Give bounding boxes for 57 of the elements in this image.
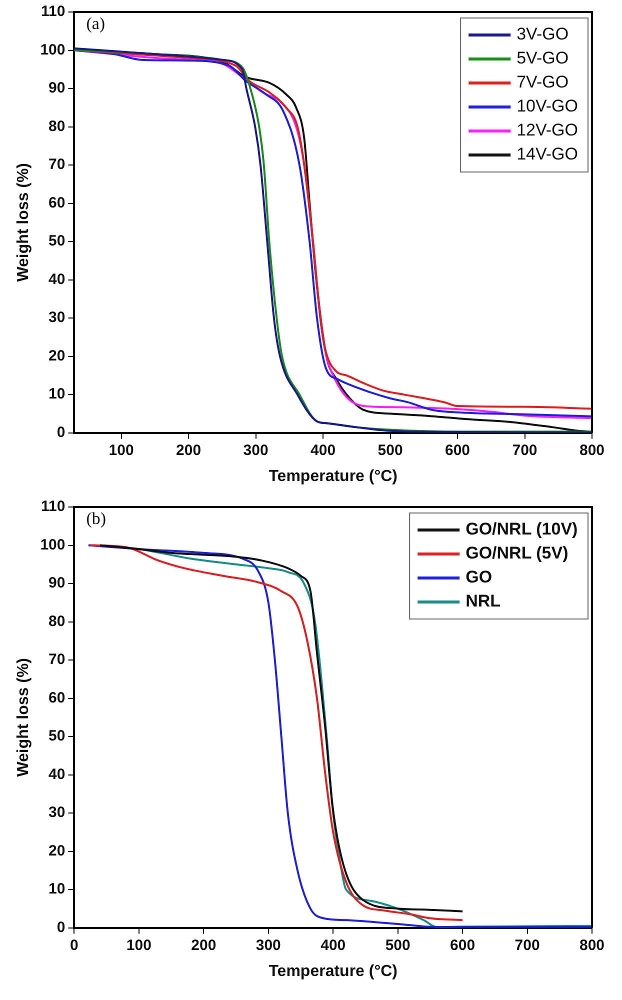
y-tick-label: 100 [40, 41, 66, 58]
y-tick-label: 70 [48, 156, 66, 174]
x-axis-title: Temperature (°C) [268, 962, 398, 980]
y-tick-label: 60 [48, 689, 66, 706]
annotation: (b) [86, 508, 106, 528]
y-tick-label: 30 [48, 804, 66, 822]
x-tick-label: 500 [378, 442, 403, 459]
y-tick-label: 0 [56, 424, 66, 441]
x-tick-label: 100 [108, 442, 134, 459]
x-tick-label: 800 [579, 442, 605, 459]
x-tick-label: 100 [126, 936, 152, 954]
y-tick-label: 60 [48, 194, 66, 212]
y-tick-label: 10 [48, 880, 66, 898]
x-tick-label: 400 [310, 442, 336, 459]
y-tick-label: 80 [48, 118, 66, 135]
legend-label: 10V-GO [516, 96, 578, 116]
legend-label: GO/NRL (10V) [466, 520, 578, 539]
legend-label: GO [466, 568, 492, 587]
annotation: (a) [86, 14, 106, 33]
y-axis-title: Weight loss (%) [15, 658, 32, 777]
y-tick-label: 110 [41, 3, 66, 20]
x-axis-title: Temperature (°C) [268, 468, 398, 485]
legend-label: 5V-GO [516, 48, 569, 68]
legend-label: 14V-GO [516, 144, 578, 164]
x-tick-label: 200 [191, 936, 216, 954]
x-tick-label: 800 [579, 936, 605, 954]
x-tick-label: 600 [445, 442, 470, 459]
x-tick-label: 300 [256, 936, 281, 954]
y-tick-label: 20 [48, 842, 66, 860]
y-tick-label: 110 [41, 498, 66, 516]
y-tick-label: 80 [48, 612, 66, 630]
x-tick-label: 700 [512, 442, 538, 459]
legend-label: 12V-GO [516, 120, 578, 140]
x-tick-label: 200 [176, 442, 202, 459]
y-axis-title: Weight loss (%) [15, 162, 32, 282]
y-tick-label: 90 [48, 574, 66, 592]
legend-label: NRL [466, 592, 501, 611]
y-tick-label: 40 [48, 270, 66, 288]
x-tick-label: 700 [514, 936, 540, 954]
y-tick-label: 90 [48, 80, 66, 97]
y-tick-label: 100 [40, 536, 66, 554]
y-tick-label: 0 [56, 918, 66, 936]
legend-label: GO/NRL (5V) [466, 544, 568, 563]
y-tick-label: 40 [48, 766, 66, 783]
x-tick-label: 600 [450, 936, 476, 954]
y-tick-label: 10 [48, 386, 66, 403]
y-tick-label: 30 [48, 309, 66, 326]
legend-label: 3V-GO [516, 24, 569, 44]
y-tick-label: 20 [48, 347, 66, 364]
legend-label: 7V-GO [516, 72, 569, 92]
x-tick-label: 400 [320, 936, 346, 954]
x-tick-label: 300 [243, 442, 268, 459]
x-tick-label: 500 [385, 936, 410, 954]
y-tick-label: 50 [48, 232, 66, 250]
y-tick-label: 50 [48, 728, 66, 745]
x-tick-label: 0 [70, 936, 78, 954]
y-tick-label: 70 [48, 651, 66, 668]
